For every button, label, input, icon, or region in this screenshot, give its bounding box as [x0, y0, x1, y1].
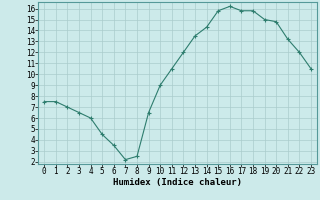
- X-axis label: Humidex (Indice chaleur): Humidex (Indice chaleur): [113, 178, 242, 187]
